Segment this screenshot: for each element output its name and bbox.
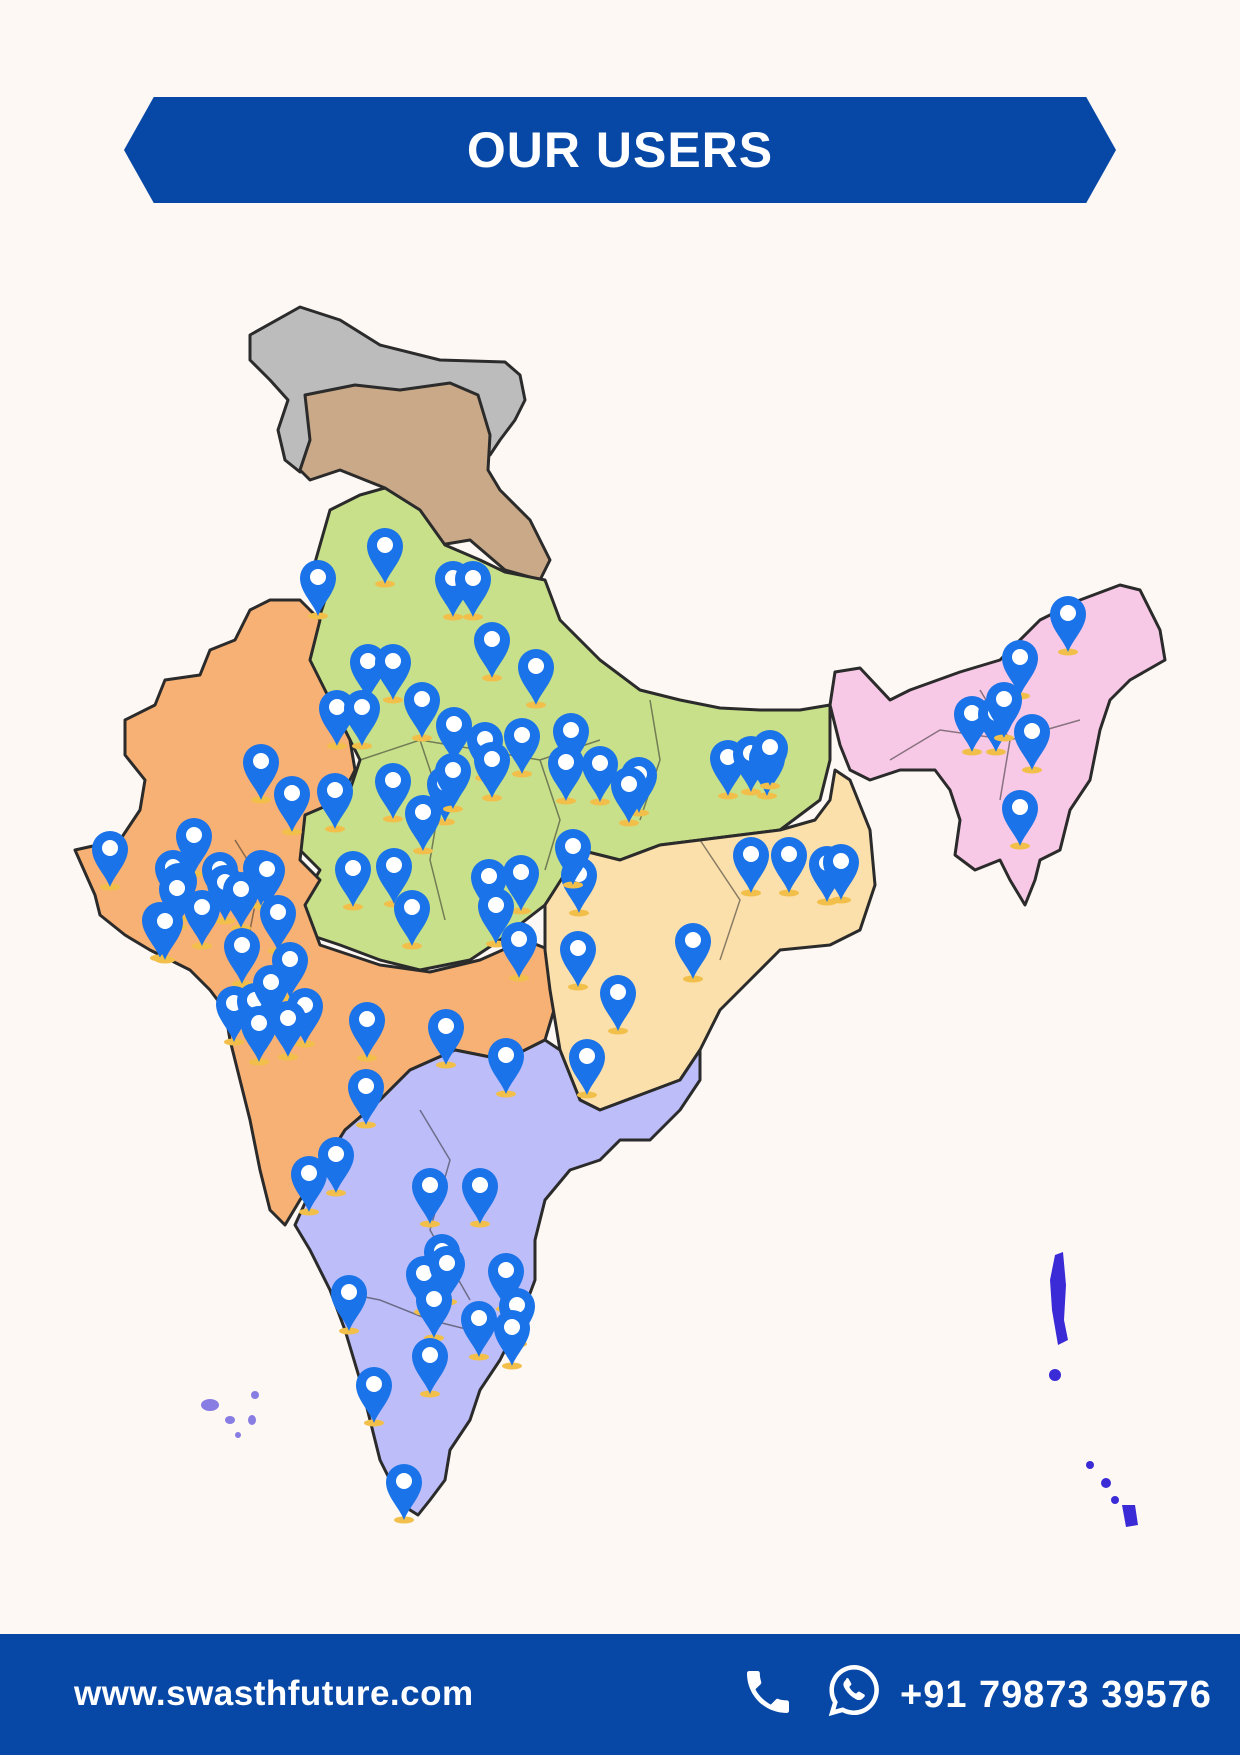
region-ladakh-himachal — [298, 381, 552, 582]
website-link[interactable]: www.swasthfuture.com — [74, 1674, 474, 1713]
whatsapp-icon[interactable] — [826, 1662, 882, 1718]
lakshadweep-islands — [201, 1391, 259, 1438]
india-map-svg — [73, 305, 1167, 1527]
title-banner: OUR USERS — [124, 97, 1116, 203]
andaman-nicobar-islands — [1049, 1252, 1138, 1527]
region-west — [73, 598, 562, 1227]
india-map — [73, 305, 1167, 1527]
footer: www.swasthfuture.com +91 79873 39576 — [0, 1634, 1240, 1755]
page-title: OUR USERS — [466, 122, 774, 178]
phone-icon[interactable] — [740, 1664, 796, 1720]
phone-number[interactable]: +91 79873 39576 — [900, 1674, 1212, 1716]
